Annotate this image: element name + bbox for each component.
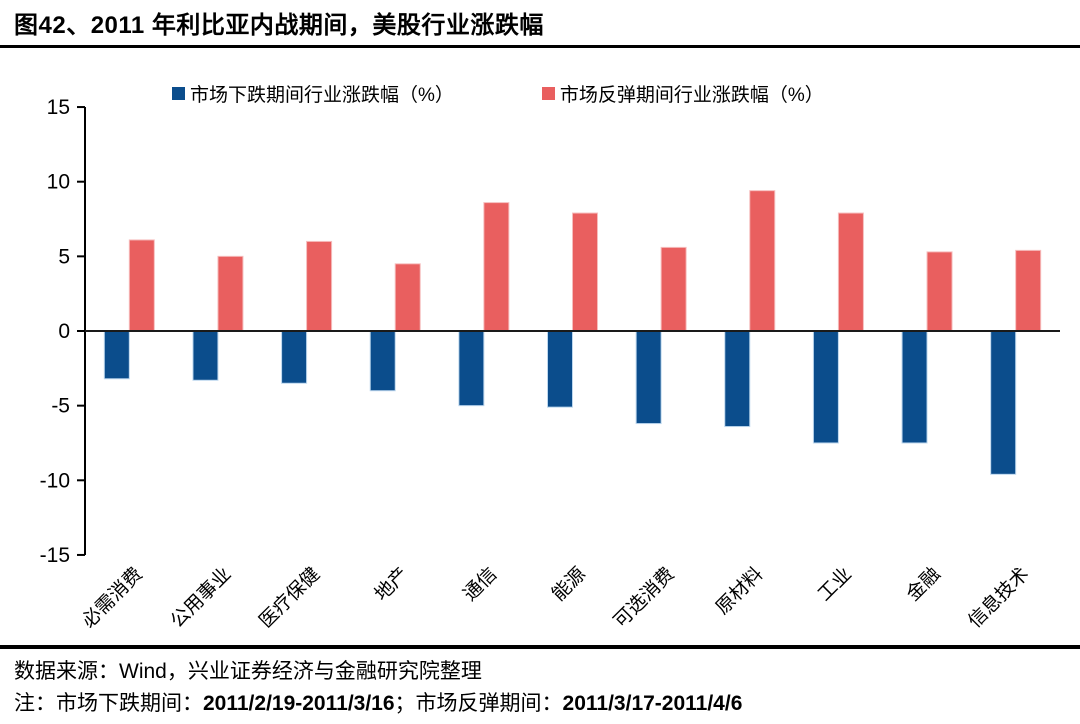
x-axis-label: 医疗保健: [255, 563, 324, 632]
figure-header: 图42、2011 年利比亚内战期间，美股行业涨跌幅: [0, 0, 1080, 48]
bar-down-信息技术: [990, 330, 1017, 475]
y-tick-label: -10: [40, 469, 70, 492]
x-axis-label: 金融: [902, 563, 944, 605]
legend-entry-market-rebound: 市场反弹期间行业涨跌幅（%）: [541, 80, 824, 107]
legend-label-market-rebound: 市场反弹期间行业涨跌幅（%）: [559, 85, 824, 106]
legend-swatch-down-icon: [172, 87, 185, 100]
bar-rebound-能源: [572, 212, 598, 332]
bar-rebound-公用事业: [217, 255, 244, 332]
legend-entry-market-down: 市场下跌期间行业涨跌幅（%）: [172, 80, 454, 107]
bar-down-地产: [369, 330, 396, 392]
bar-rebound-地产: [394, 263, 421, 332]
note-down-period: 2011/2/19-2011/3/16: [203, 692, 395, 715]
bar-chart: 市场下跌期间行业涨跌幅（%） 市场反弹期间行业涨跌幅（%） 15 10 5 0 -5 -1…: [0, 36, 1080, 644]
data-source-line: 数据来源：Wind，兴业证券经济与金融研究院整理: [14, 660, 482, 683]
x-axis-label: 可选消费: [609, 563, 678, 632]
y-tick-label: -5: [51, 395, 70, 418]
y-tick-label: -15: [40, 544, 70, 567]
bar-rebound-金融: [926, 251, 953, 332]
note-prefix: 注：市场下跌期间：: [14, 692, 203, 715]
bar-down-能源: [547, 330, 573, 408]
bar-down-通信: [458, 330, 485, 407]
x-axis-label: 原材料: [711, 563, 767, 619]
bar-rebound-必需消费: [128, 239, 155, 332]
bar-rebound-医疗保健: [306, 240, 333, 332]
note-line: 注：市场下跌期间：2011/2/19-2011/3/16；市场反弹期间：2011…: [14, 688, 1080, 720]
y-tick-label: 10: [47, 171, 70, 194]
x-axis-label: 必需消费: [78, 563, 147, 632]
bar-rebound-工业: [837, 212, 864, 332]
y-tick-label: 15: [47, 96, 70, 119]
chart-legend: 市场下跌期间行业涨跌幅（%） 市场反弹期间行业涨跌幅（%）: [172, 80, 824, 107]
chart-plot: 15 10 5 0 -5 -10 -15 必需消费 公用事业 医疗保健 地产 通信 能源 可选消费 原材料 工…: [40, 96, 1060, 632]
note-mid: ；市场反弹期间：: [394, 692, 563, 715]
x-axis-label: 通信: [459, 563, 501, 605]
x-axis-label: 能源: [548, 563, 590, 605]
chart-footnotes: 数据来源：Wind，兴业证券经济与金融研究院整理 注：市场下跌期间：2011/2…: [0, 645, 1080, 720]
bar-rebound-原材料: [749, 190, 776, 332]
bar-down-可选消费: [635, 330, 662, 425]
x-axis-label: 信息技术: [964, 563, 1033, 632]
bar-rebound-可选消费: [660, 246, 687, 332]
bar-down-工业: [812, 330, 839, 444]
x-axis-label: 地产: [370, 563, 412, 605]
legend-swatch-rebound-icon: [541, 87, 555, 100]
figure-title: 图42、2011 年利比亚内战期间，美股行业涨跌幅: [14, 12, 544, 39]
x-axis-label: 公用事业: [166, 563, 235, 632]
bar-down-医疗保健: [281, 330, 308, 384]
bar-down-公用事业: [192, 330, 219, 381]
bar-down-原材料: [724, 330, 751, 428]
y-tick-label: 0: [58, 320, 70, 343]
note-rebound-period: 2011/3/17-2011/4/6: [562, 692, 743, 715]
bar-down-必需消费: [103, 330, 130, 380]
y-tick-label: 5: [58, 245, 70, 268]
bar-down-金融: [901, 330, 928, 444]
bar-rebound-通信: [483, 202, 510, 332]
x-axis-label: 工业: [814, 563, 856, 605]
bar-rebound-信息技术: [1015, 249, 1042, 332]
legend-label-market-down: 市场下跌期间行业涨跌幅（%）: [190, 85, 454, 106]
